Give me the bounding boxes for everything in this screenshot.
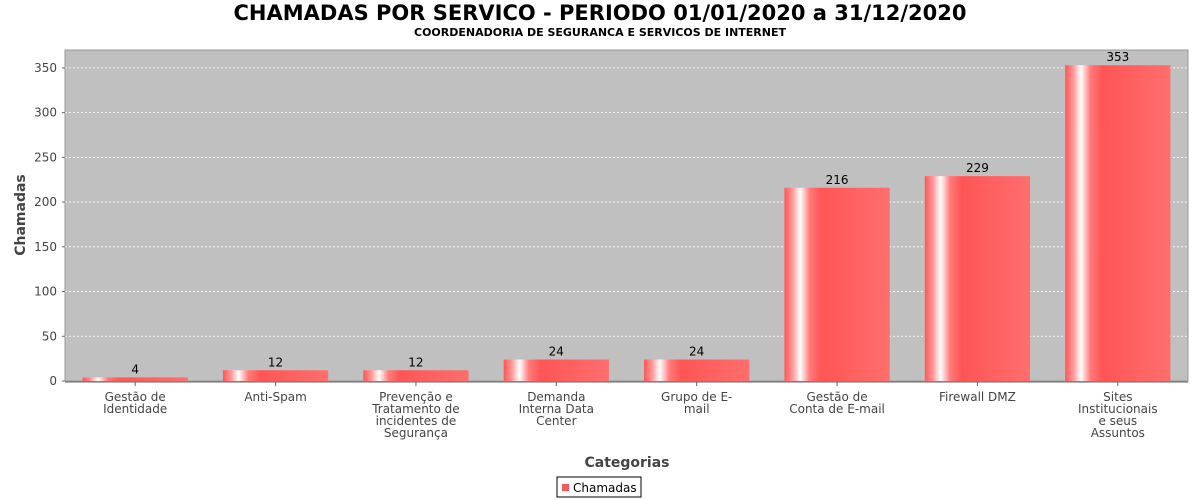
category-label: e seus — [1098, 414, 1137, 428]
category-label: Gestão de — [105, 390, 166, 404]
y-tick-label: 0 — [49, 374, 57, 388]
category-label: Demanda — [527, 390, 585, 404]
category-label: Segurança — [384, 426, 448, 440]
category-label: Grupo de E- — [661, 390, 732, 404]
category-label: Center — [536, 414, 576, 428]
category-label: incidentes de — [376, 414, 457, 428]
y-axis-label: Chamadas — [13, 174, 29, 256]
category-label: Institucionais — [1078, 402, 1158, 416]
y-tick-label: 100 — [34, 285, 57, 299]
bar — [1065, 65, 1171, 382]
bar-value-label: 12 — [408, 355, 423, 369]
legend-label: Chamadas — [573, 481, 637, 495]
category-label: Prevenção e — [379, 390, 453, 404]
bar-value-label: 353 — [1106, 50, 1129, 64]
category-label: Conta de E-mail — [789, 402, 885, 416]
legend: Chamadas — [556, 476, 642, 498]
category-label: Sites — [1103, 390, 1132, 404]
legend-box — [556, 476, 642, 498]
bar — [784, 187, 890, 381]
x-axis-label: Categorias — [584, 455, 669, 471]
bar-value-label: 12 — [268, 355, 283, 369]
bar — [82, 377, 188, 381]
chart-title: CHAMADAS POR SERVICO - PERIODO 01/01/202… — [234, 1, 967, 25]
bar — [222, 370, 329, 381]
legend-swatch — [562, 484, 569, 491]
category-label: Tratamento de — [371, 402, 459, 416]
y-tick-label: 250 — [34, 150, 57, 164]
bar-value-label: 229 — [966, 161, 989, 175]
bar — [924, 176, 1031, 381]
y-tick-label: 350 — [34, 61, 57, 75]
category-label: Assuntos — [1091, 426, 1145, 440]
category-label: mail — [684, 402, 710, 416]
bar-value-label: 216 — [826, 173, 849, 187]
bar — [503, 359, 609, 381]
bar-value-label: 24 — [549, 345, 564, 359]
category-label: Firewall DMZ — [939, 390, 1016, 404]
y-tick-label: 150 — [34, 240, 57, 254]
category-label: Gestão de — [806, 390, 867, 404]
category-label: Anti-Spam — [244, 390, 306, 404]
bar-value-label: 4 — [131, 362, 139, 376]
bar — [644, 359, 750, 381]
category-label: Identidade — [103, 402, 167, 416]
chart-subtitle: COORDENADORIA DE SEGURANCA E SERVICOS DE… — [414, 26, 786, 39]
category-label: Interna Data — [519, 402, 594, 416]
bar — [363, 370, 469, 381]
y-tick-label: 300 — [34, 106, 57, 120]
y-tick-label: 50 — [42, 329, 57, 343]
bar-value-label: 24 — [689, 345, 704, 359]
y-tick-label: 200 — [34, 195, 57, 209]
